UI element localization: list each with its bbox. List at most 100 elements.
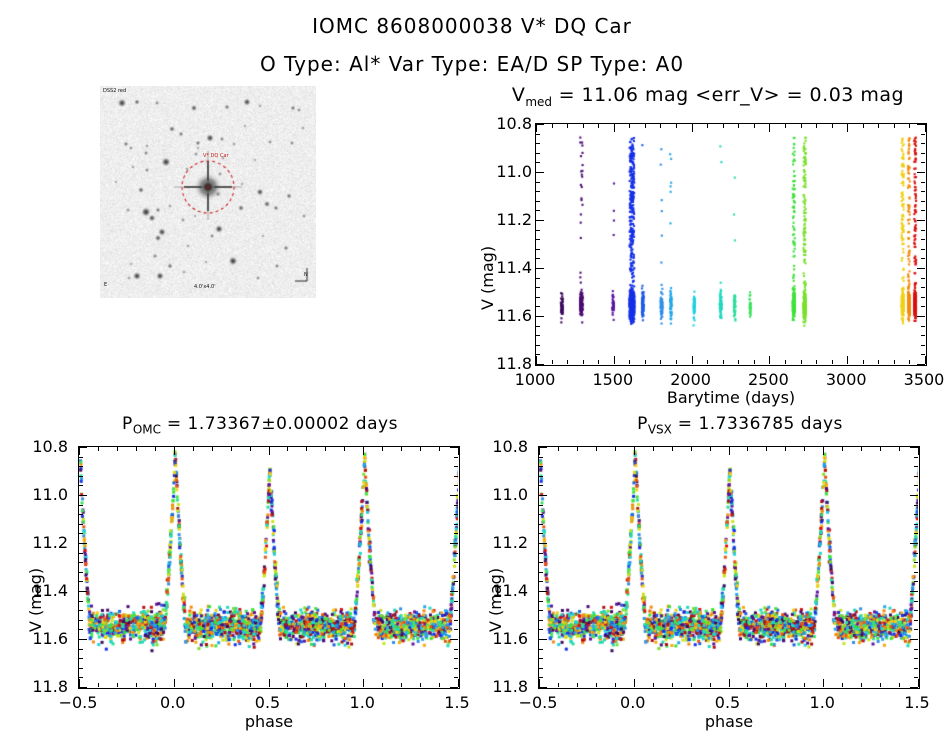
axis-tick bbox=[629, 124, 631, 128]
axis-tick bbox=[536, 306, 540, 308]
axis-tick bbox=[344, 447, 346, 451]
axis-tick bbox=[401, 683, 403, 687]
axis-tick bbox=[914, 601, 918, 603]
axis-tick bbox=[539, 687, 547, 688]
y-axis-tick-label: 11.6 bbox=[32, 629, 68, 648]
axis-tick bbox=[921, 249, 925, 251]
axis-tick bbox=[660, 360, 662, 364]
axis-tick bbox=[921, 239, 925, 241]
axis-tick bbox=[747, 447, 749, 451]
axis-tick bbox=[536, 210, 540, 212]
axis-tick bbox=[536, 172, 544, 174]
axis-tick bbox=[878, 124, 880, 128]
axis-tick bbox=[676, 360, 678, 364]
axis-tick bbox=[880, 447, 882, 451]
y-axis-tick-label: 11.4 bbox=[32, 581, 68, 600]
axis-tick bbox=[363, 679, 365, 687]
axis-tick bbox=[899, 447, 901, 451]
axis-tick bbox=[536, 143, 540, 145]
axis-tick bbox=[729, 447, 731, 455]
axis-tick bbox=[558, 683, 560, 687]
axis-tick bbox=[136, 447, 138, 451]
x-axis-tick-label: 1.0 bbox=[349, 693, 375, 712]
axis-tick bbox=[847, 124, 849, 132]
axis-tick bbox=[539, 668, 543, 670]
phase-omc-symbol: P bbox=[122, 414, 133, 434]
axis-tick bbox=[536, 356, 538, 364]
axis-tick bbox=[454, 677, 458, 679]
axis-tick bbox=[98, 683, 100, 687]
axis-tick bbox=[539, 514, 543, 516]
phase-vsx-value: = 1.7336785 days bbox=[671, 414, 843, 434]
x-axis-tick-label: 1.0 bbox=[809, 693, 835, 712]
axis-tick bbox=[801, 124, 803, 128]
axis-tick bbox=[672, 683, 674, 687]
phase-omc-subscript: OMC bbox=[132, 422, 161, 437]
finder-target-label: V* DQ Car bbox=[203, 153, 229, 159]
axis-tick bbox=[914, 505, 918, 507]
y-axis-tick-label: 11.0 bbox=[32, 485, 68, 504]
y-axis-tick-label: 11.2 bbox=[32, 533, 68, 552]
axis-tick bbox=[583, 360, 585, 364]
axis-tick bbox=[231, 683, 233, 687]
axis-tick bbox=[454, 649, 458, 651]
x-axis-tick-label: 1.5 bbox=[904, 693, 930, 712]
axis-tick bbox=[629, 360, 631, 364]
x-axis-tick-label: −0.5 bbox=[58, 693, 98, 712]
axis-tick bbox=[79, 562, 83, 564]
phase-omc-title: POMC = 1.73367±0.00002 days bbox=[60, 414, 460, 436]
axis-tick bbox=[454, 524, 458, 526]
axis-tick bbox=[536, 239, 540, 241]
axis-tick bbox=[539, 495, 547, 497]
axis-tick bbox=[539, 466, 543, 468]
axis-tick bbox=[917, 364, 925, 365]
axis-tick bbox=[914, 533, 918, 535]
axis-tick bbox=[653, 683, 655, 687]
axis-tick bbox=[766, 683, 768, 687]
axis-tick bbox=[539, 533, 543, 535]
x-axis-tick-label: 0.0 bbox=[160, 693, 186, 712]
y-axis-tick-label: 11.2 bbox=[496, 210, 532, 229]
axis-tick bbox=[823, 679, 825, 687]
axis-tick bbox=[914, 553, 918, 555]
axis-tick bbox=[79, 457, 83, 459]
axis-tick bbox=[539, 581, 543, 583]
axis-tick bbox=[910, 591, 918, 593]
lightcurve-y-axis-title: V (mag) bbox=[478, 245, 497, 310]
axis-tick bbox=[801, 360, 803, 364]
axis-tick bbox=[79, 485, 83, 487]
axis-tick bbox=[79, 610, 83, 612]
axis-tick bbox=[804, 683, 806, 687]
axis-tick bbox=[921, 201, 925, 203]
axis-tick bbox=[454, 533, 458, 535]
axis-tick bbox=[863, 124, 865, 128]
axis-tick bbox=[914, 649, 918, 651]
axis-tick bbox=[766, 447, 768, 451]
axis-tick bbox=[450, 447, 458, 449]
lightcurve-points bbox=[536, 124, 925, 364]
axis-tick bbox=[454, 505, 458, 507]
axis-tick bbox=[917, 316, 925, 318]
axis-tick bbox=[921, 191, 925, 193]
y-axis-tick-label: 11.6 bbox=[492, 629, 528, 648]
axis-tick bbox=[672, 447, 674, 451]
axis-tick bbox=[79, 572, 83, 574]
axis-tick bbox=[454, 668, 458, 670]
axis-tick bbox=[79, 581, 83, 583]
axis-tick bbox=[539, 649, 543, 651]
axis-tick bbox=[707, 360, 709, 364]
axis-tick bbox=[539, 447, 541, 455]
axis-tick bbox=[847, 356, 849, 364]
axis-tick bbox=[539, 524, 543, 526]
axis-tick bbox=[909, 124, 911, 128]
axis-tick bbox=[536, 201, 540, 203]
axis-tick bbox=[918, 447, 919, 455]
axis-tick bbox=[539, 505, 543, 507]
axis-tick bbox=[614, 356, 616, 364]
axis-tick bbox=[615, 683, 617, 687]
axis-tick bbox=[925, 356, 926, 364]
axis-tick bbox=[454, 514, 458, 516]
vmed-value: = 11.06 mag <err_V> = 0.03 mag bbox=[552, 84, 905, 106]
axis-tick bbox=[615, 447, 617, 451]
axis-tick bbox=[577, 447, 579, 451]
